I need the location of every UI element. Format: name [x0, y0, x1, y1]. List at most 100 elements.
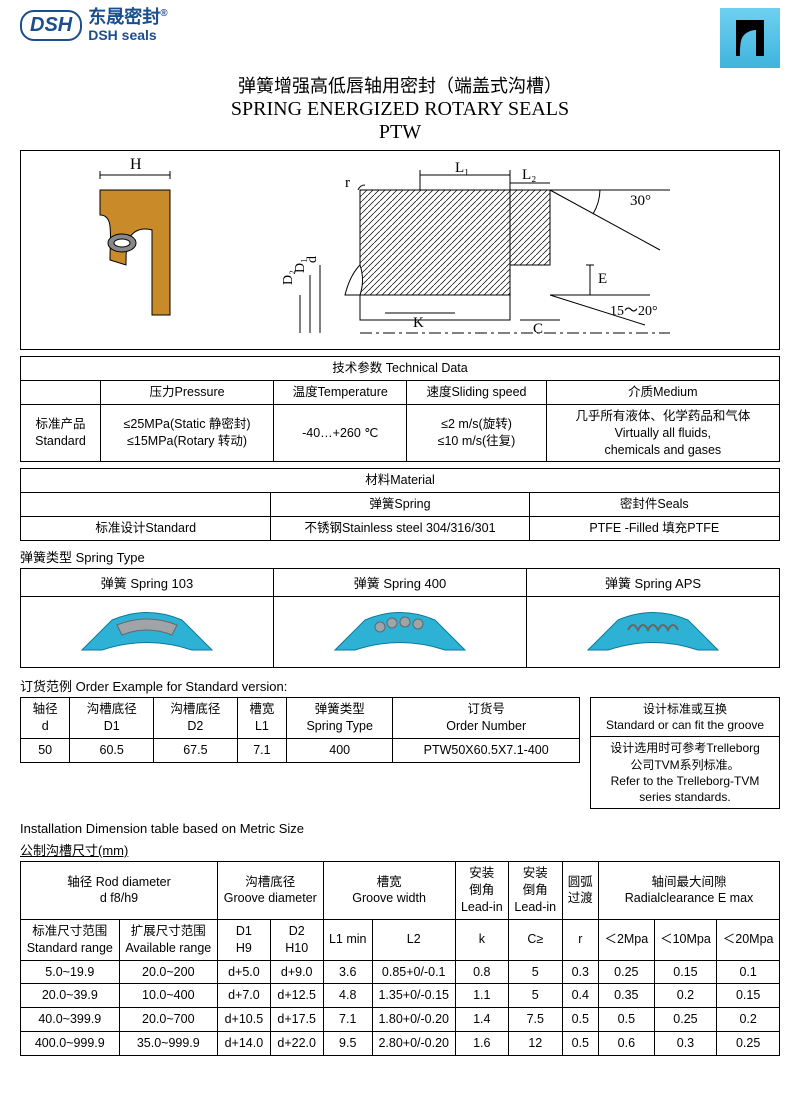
dim-h2-9: ＜2Mpa	[599, 919, 655, 960]
logo-en: DSH seals	[88, 28, 167, 43]
dim-cell-3-8: 0.5	[562, 1032, 599, 1056]
dim-cell-1-3: d+12.5	[270, 984, 323, 1008]
svg-text:K: K	[413, 315, 424, 331]
dim-cell-0-9: 0.25	[599, 960, 655, 984]
dim-h2-6: k	[455, 919, 508, 960]
order-wrap: 轴径 d 沟槽底径 D1 沟槽底径 D2 槽宽 L1 弹簧类型 Spring T…	[20, 697, 780, 815]
dim-cell-2-0: 40.0~399.9	[21, 1008, 120, 1032]
dim-cell-0-6: 0.8	[455, 960, 508, 984]
dim-h2-4: L1 min	[323, 919, 372, 960]
material-col-blank	[21, 493, 271, 517]
tech-header: 技术参数 Technical Data	[21, 357, 780, 381]
dim-cell-2-4: 7.1	[323, 1008, 372, 1032]
dim-h2-3: D2 H10	[270, 919, 323, 960]
seal-profile-icon	[720, 8, 780, 68]
dim-h2-2: D1 H9	[217, 919, 270, 960]
dim-cell-1-2: d+7.0	[217, 984, 270, 1008]
spring-103: 弹簧 Spring 103	[20, 568, 274, 668]
order-d: 50	[21, 738, 70, 762]
order-col-d: 轴径 d	[21, 698, 70, 739]
tech-pressure: ≤25MPa(Static 静密封) ≤15MPa(Rotary 转动)	[101, 404, 274, 462]
titles: 弹簧增强高低唇轴用密封（端盖式沟槽） SPRING ENERGIZED ROTA…	[20, 72, 780, 144]
tech-speed: ≤2 m/s(旋转) ≤10 m/s(往复)	[407, 404, 546, 462]
dim-cell-2-3: d+17.5	[270, 1008, 323, 1032]
order-col-l1: 槽宽 L1	[237, 698, 286, 739]
title-code: PTW	[20, 121, 780, 144]
dim-cell-0-4: 3.6	[323, 960, 372, 984]
tech-rowlabel-head	[21, 380, 101, 404]
order-d2: 67.5	[154, 738, 238, 762]
dim-cell-2-2: d+10.5	[217, 1008, 270, 1032]
dim-cell-2-11: 0.2	[717, 1008, 780, 1032]
dim-h1-rod: 轴径 Rod diameter d f8/h9	[21, 862, 218, 920]
dim-cell-1-7: 5	[509, 984, 562, 1008]
dim-cell-3-4: 9.5	[323, 1032, 372, 1056]
tech-col-speed: 速度Sliding speed	[407, 380, 546, 404]
spring-type-label: 弹簧类型 Spring Type	[20, 547, 780, 566]
order-d1: 60.5	[70, 738, 154, 762]
dim-h1-leadin2: 安装 倒角 Lead-in	[509, 862, 562, 920]
dim-h2-11: ＜20Mpa	[717, 919, 780, 960]
dim-h2-7: C≥	[509, 919, 562, 960]
dim-cell-1-6: 1.1	[455, 984, 508, 1008]
svg-text:L₁: L₁	[455, 160, 469, 176]
material-header: 材料Material	[21, 469, 780, 493]
dim-cell-3-1: 35.0~999.9	[119, 1032, 217, 1056]
dim-cell-1-11: 0.15	[717, 984, 780, 1008]
material-col-seals: 密封件Seals	[529, 493, 779, 517]
spring-400-label: 弹簧 Spring 400	[274, 569, 526, 597]
tech-col-medium: 介质Medium	[546, 380, 779, 404]
order-standard-table: 设计标准或互换 Standard or can fit the groove 设…	[590, 697, 780, 809]
dim-cell-3-11: 0.25	[717, 1032, 780, 1056]
dim-cell-2-8: 0.5	[562, 1008, 599, 1032]
dim-cell-1-4: 4.8	[323, 984, 372, 1008]
order-l1: 7.1	[237, 738, 286, 762]
material-seals: PTFE -Filled 填充PTFE	[529, 517, 779, 541]
dim-cell-2-6: 1.4	[455, 1008, 508, 1032]
dim-cell-3-2: d+14.0	[217, 1032, 270, 1056]
dim-h2-10: ＜10Mpa	[654, 919, 717, 960]
dim-cell-3-10: 0.3	[654, 1032, 717, 1056]
dim-cell-0-10: 0.15	[654, 960, 717, 984]
dim-h1-leadin1: 安装 倒角 Lead-in	[455, 862, 508, 920]
dim-label-cn: 公制沟槽尺寸(mm)	[20, 840, 780, 859]
dim-h2-0: 标准尺寸范围 Standard range	[21, 919, 120, 960]
dim-cell-0-8: 0.3	[562, 960, 599, 984]
spring-aps-icon	[527, 597, 779, 667]
spring-aps: 弹簧 Spring APS	[527, 568, 780, 668]
dim-cell-1-0: 20.0~39.9	[21, 984, 120, 1008]
dim-cell-2-10: 0.25	[654, 1008, 717, 1032]
technical-diagram: H L₁ L₂ r 30°	[20, 150, 780, 350]
svg-text:L₂: L₂	[522, 167, 536, 183]
dim-label-en: Installation Dimension table based on Me…	[20, 821, 780, 836]
dim-h1-emax: 轴间最大间隙 Radialclearance E max	[599, 862, 780, 920]
order-label: 订货范例 Order Example for Standard version:	[20, 676, 780, 695]
svg-text:d: d	[305, 256, 320, 263]
dim-cell-1-1: 10.0~400	[119, 984, 217, 1008]
svg-text:30°: 30°	[630, 193, 651, 209]
logo-badge: DSH	[20, 10, 82, 41]
dim-cell-0-1: 20.0~200	[119, 960, 217, 984]
dim-cell-2-9: 0.5	[599, 1008, 655, 1032]
spring-400-icon	[274, 597, 526, 667]
dim-h1-groove: 沟槽底径 Groove diameter	[217, 862, 323, 920]
dim-cell-0-11: 0.1	[717, 960, 780, 984]
svg-text:r: r	[345, 175, 350, 191]
dim-h1-r: 圆弧 过渡	[562, 862, 599, 920]
dim-h2-1: 扩展尺寸范围 Available range	[119, 919, 217, 960]
dim-cell-1-10: 0.2	[654, 984, 717, 1008]
dim-cell-1-8: 0.4	[562, 984, 599, 1008]
technical-data-table: 技术参数 Technical Data 压力Pressure 温度Tempera…	[20, 356, 780, 462]
title-en: SPRING ENERGIZED ROTARY SEALS	[20, 98, 780, 121]
order-right-head: 设计标准或互换 Standard or can fit the groove	[591, 698, 780, 737]
svg-text:H: H	[130, 156, 142, 173]
svg-text:C: C	[533, 321, 543, 337]
tech-temperature: -40…+260 ℃	[274, 404, 407, 462]
order-col-number: 订货号 Order Number	[393, 698, 580, 739]
dim-cell-3-3: d+22.0	[270, 1032, 323, 1056]
tech-rowlabel: 标准产品 Standard	[21, 404, 101, 462]
dim-h1-width: 槽宽 Groove width	[323, 862, 455, 920]
dim-cell-3-9: 0.6	[599, 1032, 655, 1056]
order-col-spring: 弹簧类型 Spring Type	[287, 698, 393, 739]
page-header: DSH 东晟密封® DSH seals	[20, 8, 780, 68]
